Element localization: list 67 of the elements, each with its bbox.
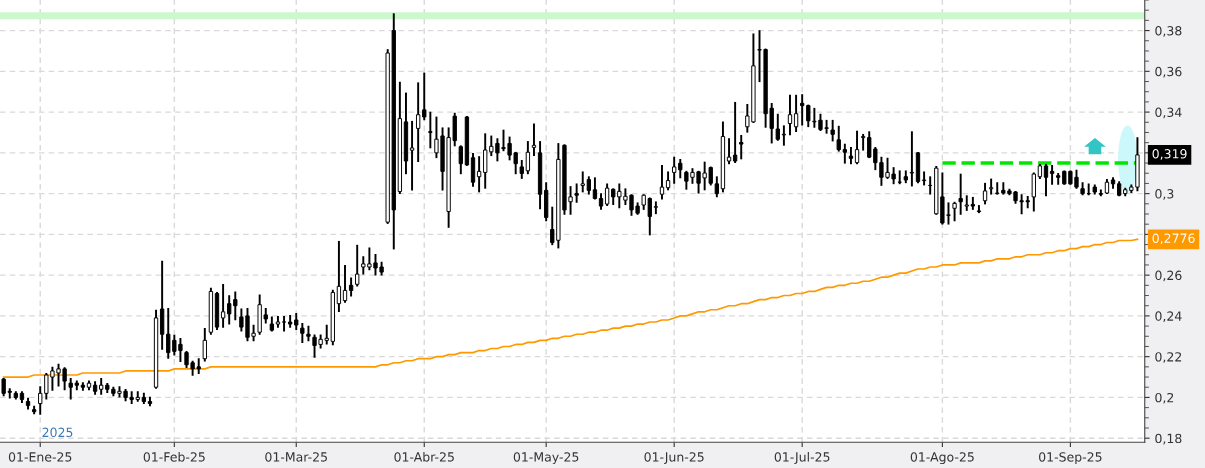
candlestick xyxy=(1043,163,1049,197)
candlestick xyxy=(355,244,360,287)
candlestick xyxy=(982,182,988,205)
candlestick xyxy=(220,283,226,328)
x-tick-label: 01-Jun-25 xyxy=(644,452,704,464)
y-tick-label: 0,38 xyxy=(1155,26,1182,37)
candlestick xyxy=(726,138,732,165)
data-label: 0,2776 xyxy=(1152,233,1195,245)
candlestick xyxy=(415,82,421,162)
candlestick xyxy=(787,94,793,136)
candlestick xyxy=(458,145,463,175)
candlestick xyxy=(342,265,348,303)
candlestick xyxy=(80,382,86,391)
candlestick xyxy=(336,240,342,312)
y-tick-label: 0,26 xyxy=(1155,270,1182,282)
x-tick-label: 01-Sep-25 xyxy=(1039,452,1102,465)
candlestick xyxy=(422,72,427,121)
candlestick xyxy=(842,143,848,164)
candlestick xyxy=(428,111,433,149)
candlestick xyxy=(580,171,585,193)
y-tick-label: 0,2 xyxy=(1155,392,1174,404)
candlestick xyxy=(1031,172,1036,212)
candlestick xyxy=(793,94,799,133)
candlestick xyxy=(281,315,287,332)
candlestick xyxy=(1098,189,1104,197)
candlestick xyxy=(988,178,994,195)
candlestick xyxy=(409,120,415,191)
x-tick-label: 01-Jul-25 xyxy=(774,451,830,464)
y-tick-label: 0,34 xyxy=(1155,107,1182,119)
candlestick xyxy=(714,176,720,198)
text: 0,319 xyxy=(1152,149,1187,160)
y-tick-label: 0,36 xyxy=(1155,66,1182,78)
x-tick-label: 01-Mar-25 xyxy=(265,452,327,462)
x-tick-label: 01-May-25 xyxy=(513,452,579,465)
candlestick xyxy=(830,119,835,142)
candlestick xyxy=(525,141,531,175)
x-tick-label: 01-Ago-25 xyxy=(910,452,974,465)
candlestick xyxy=(860,133,866,151)
candlestick xyxy=(604,183,610,206)
candlestick xyxy=(854,130,860,165)
candlestick xyxy=(1049,164,1055,185)
annotation: 2025 xyxy=(42,427,73,438)
candlestick xyxy=(732,101,738,163)
candlestick xyxy=(574,183,579,203)
y-tick-label: 0,3 xyxy=(1155,189,1174,200)
candlestick xyxy=(476,156,482,193)
candlestick xyxy=(202,327,207,362)
x-tick-label: 01-Ene-25 xyxy=(8,452,72,462)
candlestick xyxy=(921,171,927,186)
x-tick-label: 01-Abr-25 xyxy=(394,451,454,462)
candlestick xyxy=(909,131,915,187)
candlestick xyxy=(739,134,744,160)
y-tick-label: 0,18 xyxy=(1155,433,1182,445)
candlestick xyxy=(964,195,969,211)
candlestick xyxy=(531,123,537,157)
candlestick xyxy=(976,205,982,214)
candlestick xyxy=(672,156,677,184)
candlestick xyxy=(781,125,787,146)
x-tick-label: 01-Feb-25 xyxy=(143,451,205,462)
y-tick-label: 0,24 xyxy=(1155,311,1182,323)
candlestick xyxy=(659,164,665,200)
candlestick xyxy=(836,125,841,152)
y-tick-label: 0,22 xyxy=(1155,352,1182,363)
candlestick xyxy=(958,173,963,215)
candlestick xyxy=(592,177,598,200)
candlestick xyxy=(653,201,659,215)
candlestick xyxy=(970,196,976,210)
